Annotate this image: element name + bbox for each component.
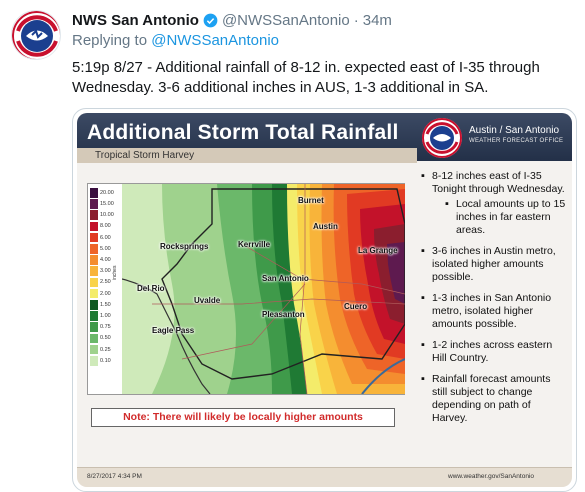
legend-swatch — [90, 244, 98, 254]
legend-swatch — [90, 255, 98, 265]
graphic-footer: 8/27/2017 4:34 PM www.weather.gov/SanAnt… — [77, 467, 572, 487]
legend-label: 2.00 — [100, 290, 111, 297]
city-pleasanton: Pleasanton — [262, 310, 305, 319]
sub-bullet-item: Local amounts up to 15 inches in far eas… — [420, 198, 568, 237]
legend-label: 5.00 — [100, 245, 111, 252]
bullet-item: 8-12 inches east of I-35 Tonight through… — [420, 170, 568, 196]
city-del-rio: Del Rio — [137, 284, 165, 293]
legend-unit-label: inches — [112, 265, 118, 280]
legend-entry: 6.00 — [90, 232, 120, 243]
legend-swatch — [90, 210, 98, 220]
legend-label: 1.50 — [100, 301, 111, 308]
legend-entry: 1.50 — [90, 300, 120, 310]
city-kerrville: Kerrville — [238, 240, 271, 249]
legend-label: 2.50 — [100, 279, 111, 286]
legend-swatch — [90, 300, 98, 310]
rainfall-contours — [122, 184, 405, 394]
legend-entry: 20.00 — [90, 188, 120, 198]
legend-swatch — [90, 322, 98, 332]
graphic-subtitle: Tropical Storm Harvey — [95, 150, 195, 161]
city-austin: Austin — [313, 222, 338, 231]
office-url: www.weather.gov/SanAntonio — [448, 473, 534, 480]
legend-swatch — [90, 311, 98, 321]
rainfall-legend: 20.00 15.00 10.00 8.00 6.00 5.00 4.00 3.00 2.50 2… — [88, 184, 122, 394]
legend-label: 20.00 — [100, 189, 114, 196]
tweet-text: 5:19p 8/27 - Additional rainfall of 8-12… — [72, 59, 540, 96]
legend-label: 10.00 — [100, 212, 114, 219]
legend-entry: 0.10 — [90, 356, 120, 366]
avatar[interactable] — [11, 10, 61, 60]
legend-swatch — [90, 356, 98, 366]
display-name[interactable]: NWS San Antonio — [72, 11, 199, 29]
legend-swatch — [90, 344, 98, 355]
legend-label: 4.00 — [100, 256, 111, 263]
legend-label: 0.10 — [100, 357, 111, 364]
legend-swatch — [90, 221, 98, 232]
map-area: Burnet Austin Rocksprings Kerrville La G… — [122, 184, 405, 394]
legend-entry: 4.00 — [90, 255, 120, 265]
bullet-item: 1-2 inches across eastern Hill Country. — [420, 339, 568, 365]
city-uvalde: Uvalde — [194, 296, 221, 305]
legend-entry: 10.00 — [90, 210, 120, 220]
city-cuero: Cuero — [344, 302, 368, 311]
legend-label: 6.00 — [100, 234, 111, 241]
replying-to: Replying to @NWSSanAntonio — [72, 32, 279, 49]
graphic-banner: Additional Storm Total Rainfall Austin /… — [77, 113, 572, 161]
bullet-item: 1-3 inches in San Antonio metro, isolate… — [420, 292, 568, 331]
legend-label: 0.50 — [100, 335, 111, 342]
city-san-antonio: San Antonio — [262, 274, 309, 283]
bullet-item: 3-6 inches in Austin metro, isolated hig… — [420, 245, 568, 284]
graphic-title: Additional Storm Total Rainfall — [87, 121, 399, 144]
legend-label: 0.25 — [100, 346, 111, 353]
legend-label: 0.75 — [100, 324, 111, 331]
rainfall-graphic: Additional Storm Total Rainfall Austin /… — [77, 113, 572, 487]
legend-entry: 0.75 — [90, 322, 120, 332]
legend-swatch — [90, 188, 98, 198]
verified-badge-icon — [203, 13, 218, 28]
legend-entry: 15.00 — [90, 199, 120, 209]
city-eagle-pass: Eagle Pass — [152, 326, 195, 335]
legend-label: 15.00 — [100, 200, 114, 207]
nws-emblem-icon — [422, 118, 462, 158]
replying-to-link[interactable]: @NWSSanAntonio — [151, 32, 280, 49]
issue-date: 8/27/2017 4:34 PM — [87, 473, 142, 480]
user-handle[interactable]: @NWSSanAntonio — [221, 11, 350, 29]
legend-entry: 3.00 — [90, 266, 120, 276]
legend-label: 3.00 — [100, 268, 111, 275]
subtitle-bar: Tropical Storm Harvey — [77, 148, 417, 163]
office-name: Austin / San Antonio — [469, 125, 560, 136]
tweet-header: NWS San Antonio @NWSSanAntonio · 34m — [72, 10, 392, 30]
replying-prefix: Replying to — [72, 32, 148, 49]
legend-swatch — [90, 277, 98, 288]
legend-label: 1.00 — [100, 312, 111, 319]
bullet-item: Rainfall forecast amounts still subject … — [420, 373, 568, 425]
tweet-image[interactable]: Additional Storm Total Rainfall Austin /… — [72, 108, 577, 492]
legend-swatch — [90, 232, 98, 243]
tweet-timestamp[interactable]: 34m — [362, 11, 392, 29]
legend-swatch — [90, 333, 98, 344]
legend-entry: 0.50 — [90, 333, 120, 344]
note-banner: Note: There will likely be locally highe… — [91, 408, 395, 427]
nws-logo-icon — [12, 11, 60, 59]
legend-entry: 0.25 — [90, 344, 120, 355]
legend-entry: 5.00 — [90, 244, 120, 254]
legend-entry: 2.50 — [90, 277, 120, 288]
city-burnet: Burnet — [298, 196, 324, 205]
legend-swatch — [90, 288, 98, 299]
legend-entry: 1.00 — [90, 311, 120, 321]
legend-entry: 8.00 — [90, 221, 120, 232]
legend-swatch — [90, 199, 98, 209]
legend-label: 8.00 — [100, 223, 111, 230]
legend-swatch — [90, 266, 98, 276]
office-subtitle: WEATHER FORECAST OFFICE — [469, 138, 564, 144]
forecast-bullets: 8-12 inches east of I-35 Tonight through… — [420, 170, 568, 427]
city-la-grange: La Grange — [358, 246, 398, 255]
rainfall-map: 20.00 15.00 10.00 8.00 6.00 5.00 4.00 3.00 2.50 2… — [87, 183, 405, 395]
separator-dot: · — [353, 11, 359, 29]
legend-entry: 2.00 — [90, 288, 120, 299]
city-rocksprings: Rocksprings — [160, 242, 209, 251]
